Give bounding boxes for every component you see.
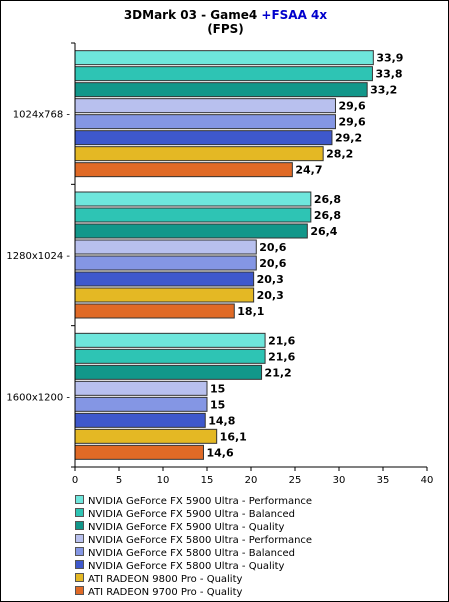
legend-swatch bbox=[75, 586, 84, 595]
legend-swatch bbox=[75, 560, 84, 569]
legend-label: ATI RADEON 9700 Pro - Quality bbox=[88, 587, 243, 598]
data-label: 26,8 bbox=[314, 209, 341, 222]
bar bbox=[74, 191, 312, 207]
bar bbox=[74, 239, 257, 255]
data-label: 26,8 bbox=[314, 193, 341, 206]
bar bbox=[74, 146, 324, 162]
x-tick-label: 10 bbox=[157, 475, 170, 486]
chart-legend: NVIDIA GeForce FX 5900 Ultra - Performan… bbox=[75, 495, 312, 599]
data-label: 28,2 bbox=[326, 148, 353, 161]
data-label: 21,6 bbox=[268, 350, 295, 363]
x-tick-label: 30 bbox=[333, 475, 346, 486]
legend-item: NVIDIA GeForce FX 5800 Ultra - Quality bbox=[75, 560, 312, 573]
legend-label: NVIDIA GeForce FX 5800 Ultra - Balanced bbox=[88, 548, 295, 559]
legend-swatch bbox=[75, 508, 84, 517]
bar bbox=[74, 396, 208, 412]
data-label: 18,1 bbox=[237, 305, 264, 318]
data-label: 15 bbox=[210, 382, 225, 395]
data-label: 29,2 bbox=[335, 132, 362, 145]
bar bbox=[74, 162, 293, 178]
bar-chart: 33,9 33,8 33,2 29,6 29,6 29,2 28,2 24,7 1024x768… bbox=[6, 42, 434, 486]
bar bbox=[74, 98, 336, 114]
data-label: 21,6 bbox=[268, 334, 295, 347]
chart-title: 3DMark 03 - Game4 +FSAA 4x bbox=[1, 8, 449, 22]
category-tick-label: 1600x1200 - bbox=[6, 392, 70, 403]
legend-item: NVIDIA GeForce FX 5900 Ultra - Balanced bbox=[75, 508, 312, 521]
x-tick-label: 35 bbox=[377, 475, 390, 486]
legend-item: NVIDIA GeForce FX 5900 Ultra - Performan… bbox=[75, 495, 312, 508]
chart-title-prefix: 3DMark 03 - Game4 bbox=[123, 8, 262, 22]
x-tick-label: 5 bbox=[116, 475, 122, 486]
data-label: 26,4 bbox=[310, 225, 337, 238]
data-label: 15 bbox=[210, 398, 225, 411]
bar bbox=[74, 255, 257, 271]
legend-swatch bbox=[75, 534, 84, 543]
x-tick-label: 25 bbox=[289, 475, 302, 486]
legend-label: ATI RADEON 9800 Pro - Quality bbox=[88, 574, 243, 585]
bar bbox=[74, 114, 336, 130]
bar bbox=[74, 380, 208, 396]
bar bbox=[74, 82, 368, 98]
legend-label: NVIDIA GeForce FX 5900 Ultra - Performan… bbox=[88, 496, 313, 507]
bar bbox=[74, 287, 255, 303]
data-label: 20,6 bbox=[259, 257, 286, 270]
bar bbox=[74, 207, 312, 223]
bar bbox=[74, 348, 266, 364]
bar bbox=[74, 50, 374, 66]
bar bbox=[74, 223, 308, 239]
legend-item: NVIDIA GeForce FX 5800 Ultra - Balanced bbox=[75, 547, 312, 560]
data-label: 29,6 bbox=[338, 116, 365, 129]
chart-subtitle: (FPS) bbox=[207, 22, 244, 36]
chart-title-highlight: +FSAA 4x bbox=[261, 8, 328, 22]
legend-item: ATI RADEON 9700 Pro - Quality bbox=[75, 586, 312, 599]
data-label: 21,2 bbox=[265, 366, 292, 379]
legend-label: NVIDIA GeForce FX 5900 Ultra - Quality bbox=[88, 522, 285, 533]
bar bbox=[74, 444, 204, 460]
bar bbox=[74, 332, 266, 348]
data-label: 14,8 bbox=[208, 414, 235, 427]
bar bbox=[74, 428, 218, 444]
legend-label: NVIDIA GeForce FX 5800 Ultra - Performan… bbox=[88, 535, 313, 546]
category-tick-label: 1024x768 - bbox=[13, 110, 71, 121]
legend-swatch bbox=[75, 521, 84, 530]
data-label: 33,2 bbox=[370, 84, 397, 97]
x-tick-label: 20 bbox=[245, 475, 258, 486]
legend-item: NVIDIA GeForce FX 5800 Ultra - Performan… bbox=[75, 534, 312, 547]
bar bbox=[74, 412, 206, 428]
x-tick-label: 40 bbox=[421, 475, 434, 486]
legend-label: NVIDIA GeForce FX 5900 Ultra - Balanced bbox=[88, 509, 295, 520]
category-tick-label: 1280x1024 - bbox=[6, 251, 70, 262]
data-label: 29,6 bbox=[338, 100, 365, 113]
data-label: 20,3 bbox=[257, 273, 284, 286]
data-label: 20,3 bbox=[257, 289, 284, 302]
legend-label: NVIDIA GeForce FX 5800 Ultra - Quality bbox=[88, 561, 285, 572]
legend-item: NVIDIA GeForce FX 5900 Ultra - Quality bbox=[75, 521, 312, 534]
data-label: 33,9 bbox=[376, 52, 403, 65]
legend-swatch bbox=[75, 495, 84, 504]
x-tick-label: 15 bbox=[201, 475, 214, 486]
legend-swatch bbox=[75, 573, 84, 582]
legend-swatch bbox=[75, 547, 84, 556]
data-label: 20,6 bbox=[259, 241, 286, 254]
data-label: 14,6 bbox=[206, 446, 233, 459]
data-label: 16,1 bbox=[220, 430, 247, 443]
bar bbox=[74, 303, 235, 319]
data-label: 24,7 bbox=[295, 164, 322, 177]
bar bbox=[74, 271, 255, 287]
legend-item: ATI RADEON 9800 Pro - Quality bbox=[75, 573, 312, 586]
x-tick-label: 0 bbox=[72, 475, 78, 486]
bar bbox=[74, 66, 373, 82]
bar bbox=[74, 130, 333, 146]
data-label: 33,8 bbox=[375, 68, 402, 81]
bar bbox=[74, 364, 263, 380]
